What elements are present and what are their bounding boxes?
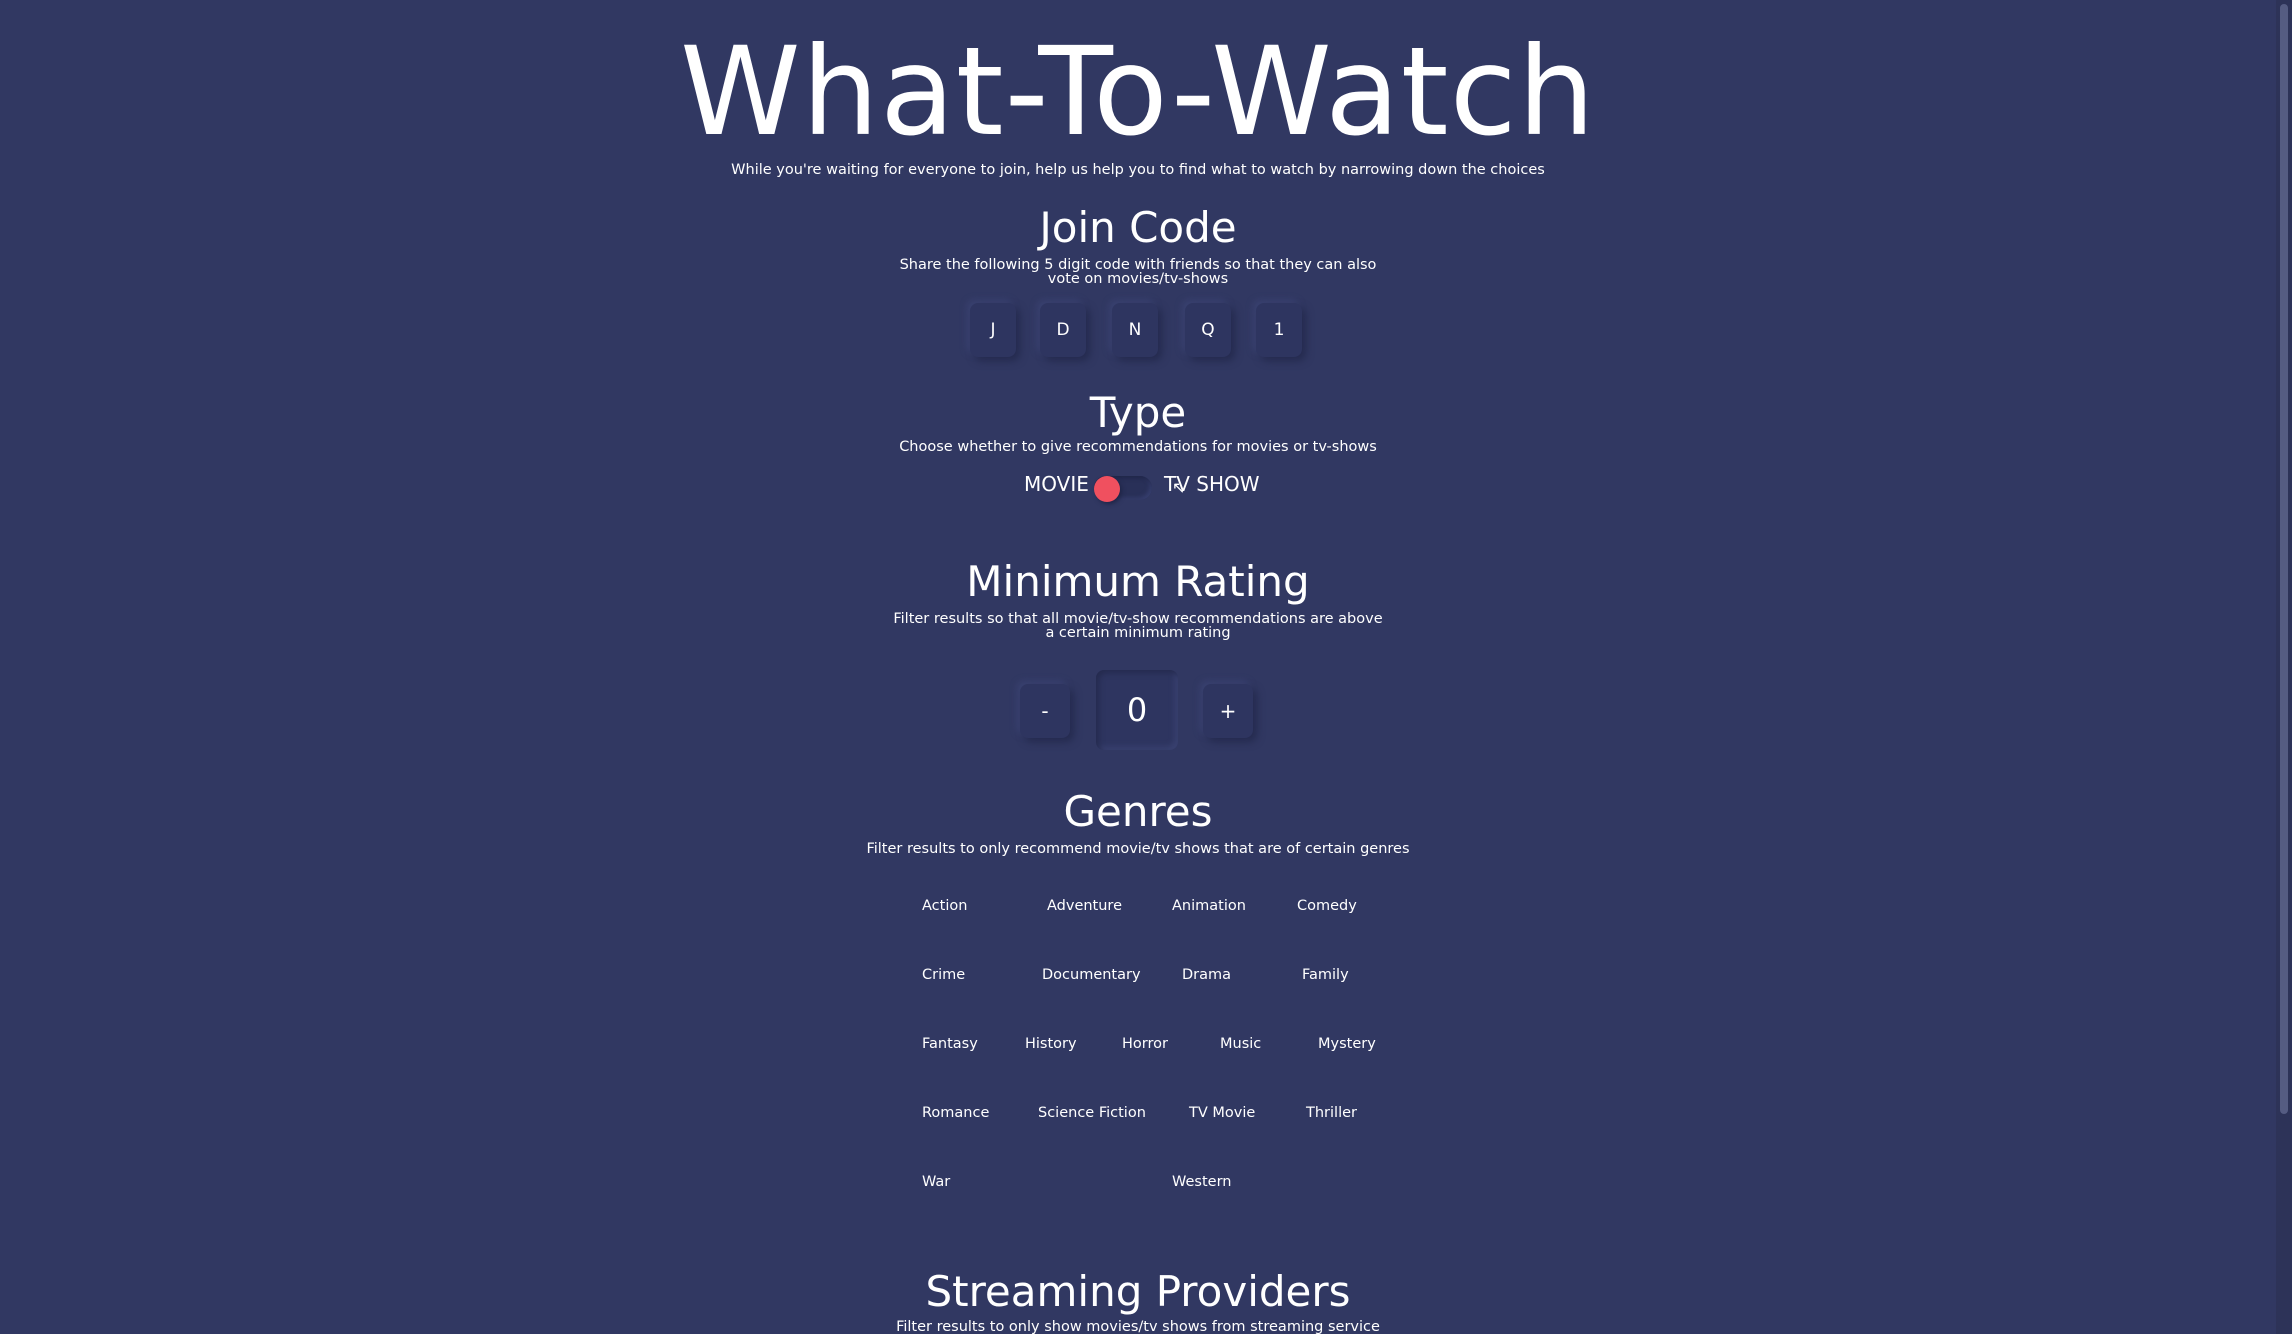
genre-action[interactable]: Action <box>922 898 968 914</box>
rating-value: 0 <box>1096 670 1178 750</box>
join-code-title: Join Code <box>1039 203 1237 252</box>
app-title: What-To-Watch <box>680 21 1596 163</box>
genres-description: Filter results to only recommend movie/t… <box>866 841 1410 857</box>
join-code-char-1: J <box>970 303 1016 357</box>
type-toggle[interactable] <box>1094 476 1152 502</box>
genre-drama[interactable]: Drama <box>1182 967 1232 983</box>
genre-horror[interactable]: Horror <box>1122 1036 1168 1052</box>
join-code-char-4: Q <box>1185 303 1231 357</box>
genre-animation[interactable]: Animation <box>1172 898 1246 914</box>
genre-documentary[interactable]: Documentary <box>1042 967 1141 983</box>
rating-decrement-button[interactable]: - <box>1020 684 1070 738</box>
genre-comedy[interactable]: Comedy <box>1297 898 1357 914</box>
genre-mystery[interactable]: Mystery <box>1318 1036 1376 1052</box>
genre-western[interactable]: Western <box>1172 1174 1232 1190</box>
movie-label[interactable]: MOVIE <box>1024 472 1089 496</box>
minimum-rating-title: Minimum Rating <box>966 557 1310 606</box>
toggle-knob[interactable] <box>1094 476 1120 502</box>
genres-title: Genres <box>1063 787 1213 836</box>
genre-music[interactable]: Music <box>1220 1036 1262 1052</box>
genre-crime[interactable]: Crime <box>922 967 966 983</box>
genre-adventure[interactable]: Adventure <box>1047 898 1122 914</box>
mouse-cursor-icon: ↖ <box>1172 478 1186 497</box>
rating-increment-button[interactable]: + <box>1203 684 1253 738</box>
genre-thriller[interactable]: Thriller <box>1306 1105 1357 1121</box>
genre-fantasy[interactable]: Fantasy <box>922 1036 978 1052</box>
type-description: Choose whether to give recommendations f… <box>899 439 1377 455</box>
genre-family[interactable]: Family <box>1302 967 1349 983</box>
type-title: Type <box>1089 388 1187 437</box>
minimum-rating-description: Filter results so that all movie/tv-show… <box>893 611 1383 641</box>
genre-history[interactable]: History <box>1025 1036 1077 1052</box>
join-code-char-2: D <box>1040 303 1086 357</box>
join-code-description: Share the following 5 digit code with fr… <box>899 257 1377 287</box>
genre-tv-movie[interactable]: TV Movie <box>1189 1105 1256 1121</box>
tv-show-label[interactable]: TV SHOW <box>1164 472 1260 496</box>
genre-science-fiction[interactable]: Science Fiction <box>1038 1105 1146 1121</box>
scrollbar-thumb[interactable] <box>2280 4 2288 1114</box>
genre-war[interactable]: War <box>922 1174 951 1190</box>
join-code-char-5: 1 <box>1256 303 1302 357</box>
join-code-char-3: N <box>1112 303 1158 357</box>
vertical-scrollbar[interactable] <box>2276 0 2292 1334</box>
app-subtitle: While you're waiting for everyone to joi… <box>731 162 1545 178</box>
genre-romance[interactable]: Romance <box>922 1105 990 1121</box>
streaming-providers-description: Filter results to only show movies/tv sh… <box>896 1319 1380 1334</box>
streaming-providers-title: Streaming Providers <box>925 1267 1351 1316</box>
